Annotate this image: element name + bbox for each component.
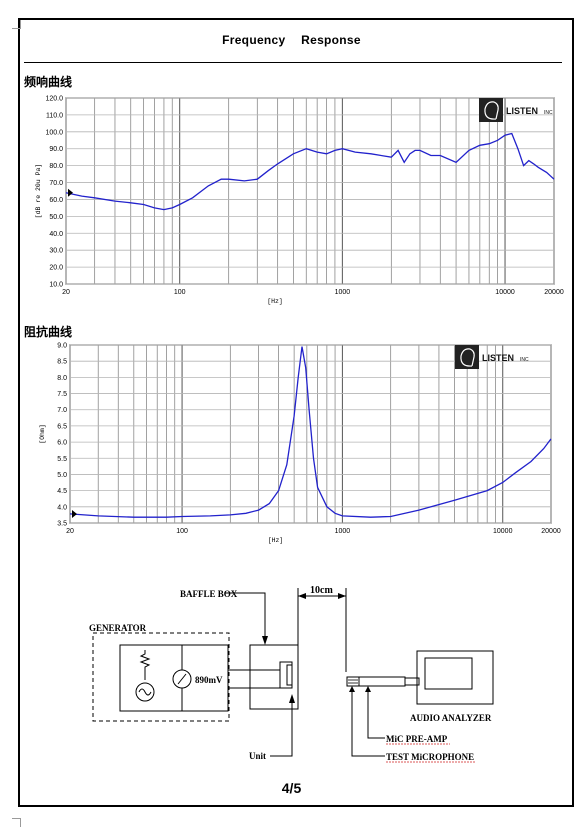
corner-mark <box>12 20 21 29</box>
frequency-section-label: 频响曲线 <box>24 75 73 89</box>
page-number: 4/5 <box>281 780 302 796</box>
page-frame <box>18 18 574 807</box>
impedance-section-label: 阻抗曲线 <box>24 325 73 339</box>
page-title: Frequency Response <box>222 33 361 47</box>
corner-mark <box>12 818 21 827</box>
header-divider <box>24 62 562 63</box>
